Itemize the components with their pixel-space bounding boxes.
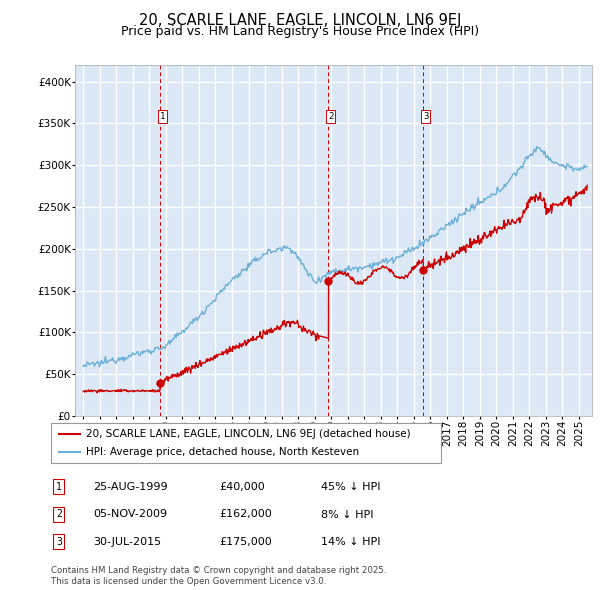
Text: 05-NOV-2009: 05-NOV-2009: [93, 510, 167, 519]
Text: £162,000: £162,000: [219, 510, 272, 519]
Text: 3: 3: [423, 112, 428, 121]
Text: 45% ↓ HPI: 45% ↓ HPI: [321, 482, 380, 491]
Text: Contains HM Land Registry data © Crown copyright and database right 2025.
This d: Contains HM Land Registry data © Crown c…: [51, 566, 386, 586]
Text: 8% ↓ HPI: 8% ↓ HPI: [321, 510, 373, 519]
Text: 3: 3: [56, 537, 62, 546]
Text: 1: 1: [160, 112, 165, 121]
Text: 25-AUG-1999: 25-AUG-1999: [93, 482, 167, 491]
Text: 2: 2: [56, 510, 62, 519]
Text: £40,000: £40,000: [219, 482, 265, 491]
Text: 14% ↓ HPI: 14% ↓ HPI: [321, 537, 380, 546]
Text: 30-JUL-2015: 30-JUL-2015: [93, 537, 161, 546]
Text: 1: 1: [56, 482, 62, 491]
Text: Price paid vs. HM Land Registry's House Price Index (HPI): Price paid vs. HM Land Registry's House …: [121, 25, 479, 38]
Text: 20, SCARLE LANE, EAGLE, LINCOLN, LN6 9EJ (detached house): 20, SCARLE LANE, EAGLE, LINCOLN, LN6 9EJ…: [86, 429, 411, 439]
Text: HPI: Average price, detached house, North Kesteven: HPI: Average price, detached house, Nort…: [86, 447, 359, 457]
Text: £175,000: £175,000: [219, 537, 272, 546]
Text: 20, SCARLE LANE, EAGLE, LINCOLN, LN6 9EJ: 20, SCARLE LANE, EAGLE, LINCOLN, LN6 9EJ: [139, 13, 461, 28]
Text: 2: 2: [328, 112, 334, 121]
